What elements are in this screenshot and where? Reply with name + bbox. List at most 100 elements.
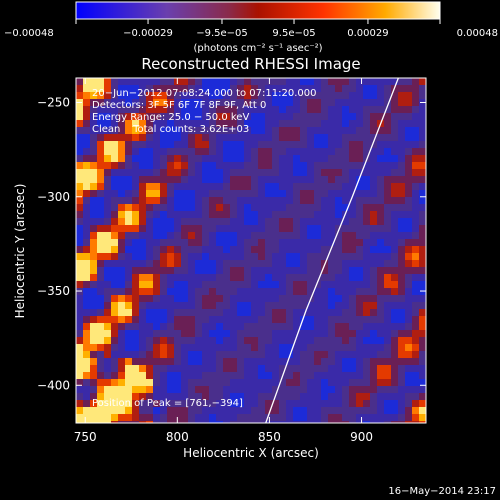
heatmap-pixel (90, 78, 97, 85)
heatmap-pixel (104, 176, 111, 183)
heatmap-pixel (188, 106, 195, 113)
heatmap-pixel (279, 134, 286, 141)
heatmap-pixel (370, 358, 377, 365)
heatmap-pixel (272, 148, 279, 155)
heatmap-pixel (258, 274, 265, 281)
heatmap-pixel (188, 225, 195, 232)
heatmap-pixel (412, 351, 419, 358)
heatmap-pixel (237, 106, 244, 113)
heatmap-pixel (111, 260, 118, 267)
heatmap-pixel (139, 407, 146, 414)
heatmap-pixel (111, 113, 118, 120)
heatmap-pixel (167, 120, 174, 127)
heatmap-pixel (363, 239, 370, 246)
heatmap-pixel (342, 190, 349, 197)
heatmap-pixel (300, 218, 307, 225)
heatmap-pixel (335, 155, 342, 162)
heatmap-pixel (209, 197, 216, 204)
heatmap-pixel (419, 372, 426, 379)
heatmap-pixel (195, 330, 202, 337)
heatmap-pixel (335, 260, 342, 267)
heatmap-pixel (384, 372, 391, 379)
heatmap-pixel (321, 386, 328, 393)
heatmap-pixel (272, 176, 279, 183)
heatmap-pixel (104, 169, 111, 176)
heatmap-pixel (160, 379, 167, 386)
heatmap-pixel (181, 267, 188, 274)
heatmap-pixel (104, 148, 111, 155)
heatmap-pixel (244, 99, 251, 106)
heatmap-pixel (314, 162, 321, 169)
heatmap-pixel (342, 267, 349, 274)
heatmap-pixel (272, 372, 279, 379)
heatmap-pixel (335, 85, 342, 92)
heatmap-pixel (223, 267, 230, 274)
heatmap-pixel (419, 365, 426, 372)
heatmap-pixel (307, 309, 314, 316)
heatmap-pixel (244, 295, 251, 302)
heatmap-pixel (174, 169, 181, 176)
heatmap-pixel (97, 197, 104, 204)
heatmap-pixel (300, 393, 307, 400)
heatmap-pixel (202, 414, 209, 421)
heatmap-pixel (307, 211, 314, 218)
heatmap-pixel (230, 323, 237, 330)
heatmap-pixel (216, 106, 223, 113)
heatmap-pixel (272, 309, 279, 316)
heatmap-pixel (111, 379, 118, 386)
heatmap-pixel (139, 267, 146, 274)
heatmap-pixel (153, 407, 160, 414)
heatmap-pixel (237, 281, 244, 288)
heatmap-pixel (293, 379, 300, 386)
heatmap-pixel (202, 407, 209, 414)
heatmap-pixel (181, 372, 188, 379)
heatmap-pixel (356, 407, 363, 414)
heatmap-pixel (195, 239, 202, 246)
heatmap-pixel (342, 134, 349, 141)
heatmap-pixel (202, 260, 209, 267)
heatmap-pixel (230, 386, 237, 393)
heatmap-pixel (195, 302, 202, 309)
heatmap-pixel (160, 421, 167, 423)
heatmap-pixel (300, 232, 307, 239)
heatmap-pixel (223, 113, 230, 120)
heatmap-pixel (167, 372, 174, 379)
heatmap-pixel (223, 344, 230, 351)
heatmap-pixel (139, 365, 146, 372)
heatmap-pixel (195, 379, 202, 386)
heatmap-pixel (188, 337, 195, 344)
heatmap-pixel (76, 239, 83, 246)
heatmap-pixel (160, 302, 167, 309)
heatmap-pixel (132, 358, 139, 365)
heatmap-pixel (118, 85, 125, 92)
heatmap-pixel (76, 351, 83, 358)
heatmap-pixel (167, 414, 174, 421)
heatmap-pixel (188, 386, 195, 393)
heatmap-pixel (97, 253, 104, 260)
heatmap-pixel (125, 78, 132, 85)
heatmap-pixel (356, 211, 363, 218)
heatmap-pixel (237, 78, 244, 85)
heatmap-pixel (118, 365, 125, 372)
heatmap-pixel (139, 295, 146, 302)
heatmap-pixel (188, 120, 195, 127)
heatmap-pixel (293, 176, 300, 183)
heatmap-pixel (216, 421, 223, 423)
heatmap-pixel (321, 281, 328, 288)
heatmap-pixel (181, 302, 188, 309)
heatmap-pixel (76, 120, 83, 127)
heatmap-pixel (83, 379, 90, 386)
heatmap-pixel (419, 162, 426, 169)
heatmap-pixel (349, 155, 356, 162)
heatmap-pixel (97, 190, 104, 197)
heatmap-pixel (181, 253, 188, 260)
heatmap-pixel (153, 211, 160, 218)
heatmap-pixel (363, 288, 370, 295)
heatmap-pixel (293, 134, 300, 141)
heatmap-pixel (307, 260, 314, 267)
heatmap-pixel (237, 414, 244, 421)
heatmap-pixel (328, 393, 335, 400)
heatmap-pixel (195, 260, 202, 267)
heatmap-pixel (195, 120, 202, 127)
heatmap-pixel (377, 414, 384, 421)
